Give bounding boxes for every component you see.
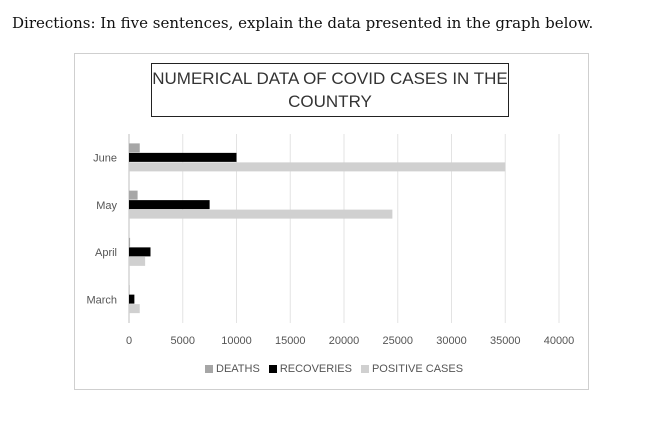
bar-recoveries-may [129, 200, 210, 210]
x-tick-label: 0 [126, 335, 132, 347]
y-category-label: March [86, 294, 117, 306]
bar-recoveries-june [129, 152, 237, 162]
x-tick-label: 25000 [382, 335, 413, 347]
chart-title: NUMERICAL DATA OF COVID CASES IN THE COU… [151, 63, 509, 117]
y-category-label: April [95, 247, 117, 259]
legend-item-recoveries: RECOVERIES [268, 363, 352, 375]
bar-deaths-may [129, 190, 138, 200]
y-category-label: May [96, 200, 117, 212]
legend-label-recoveries: RECOVERIES [279, 363, 352, 375]
legend-label-deaths: DEATHS [216, 363, 260, 375]
bar-recoveries-april [129, 247, 151, 257]
bar-positive-cases-april [129, 256, 146, 266]
x-tick-label: 15000 [275, 335, 306, 347]
y-category-label: June [93, 153, 117, 165]
legend-label-positive-cases: POSITIVE CASES [371, 363, 464, 375]
x-tick-label: 35000 [490, 335, 521, 347]
bar-positive-cases-may [129, 209, 393, 219]
bar-deaths-june [129, 143, 140, 153]
x-tick-label: 20000 [329, 335, 360, 347]
directions-text: Directions: In five sentences, explain t… [12, 14, 594, 32]
legend-item-positive-cases: POSITIVE CASES [360, 363, 464, 375]
legend-swatch-recoveries [268, 365, 277, 373]
bar-deaths-april [129, 237, 131, 247]
x-tick-label: 30000 [436, 335, 467, 347]
x-tick-label: 40000 [544, 335, 575, 347]
chart-legend: DEATHS RECOVERIES POSITIVE CASES [205, 362, 472, 376]
legend-swatch-deaths [205, 365, 213, 373]
legend-item-deaths: DEATHS [205, 363, 260, 375]
bar-positive-cases-june [129, 162, 506, 172]
x-tick-label: 5000 [171, 335, 195, 347]
bar-deaths-march [129, 285, 130, 295]
x-tick-label: 10000 [221, 335, 252, 347]
legend-swatch-positive-cases [360, 365, 369, 373]
bar-positive-cases-march [129, 304, 140, 314]
bar-recoveries-march [129, 294, 135, 304]
